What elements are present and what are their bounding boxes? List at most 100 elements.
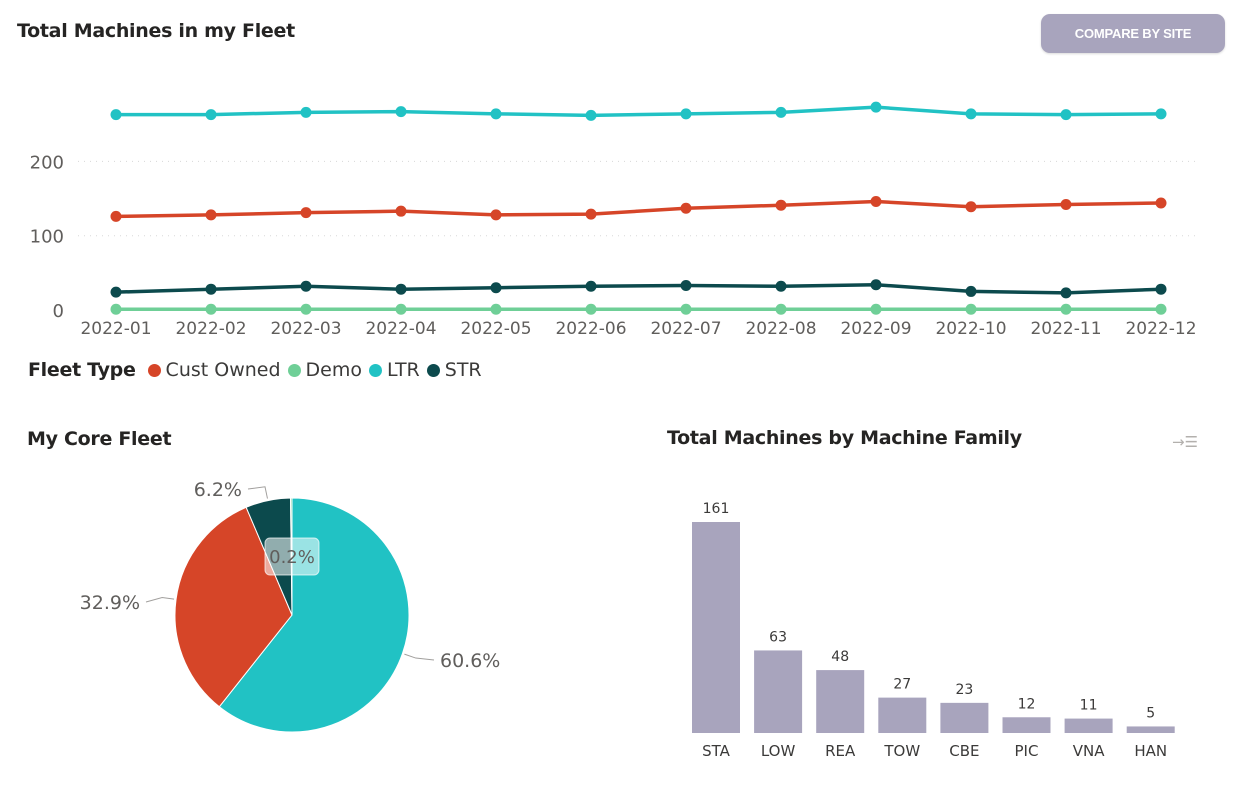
- bar-value-label: 5: [1146, 705, 1155, 721]
- data-point: [1155, 283, 1167, 295]
- bar: [940, 702, 989, 733]
- data-point: [775, 303, 787, 315]
- legend-dot-icon: [287, 363, 301, 377]
- series-str: [110, 279, 1167, 299]
- y-tick-label: 200: [30, 152, 64, 173]
- data-point: [110, 109, 122, 121]
- bar: [692, 522, 740, 733]
- legend-item[interactable]: STR: [426, 359, 482, 381]
- legend-item[interactable]: Cust Owned: [147, 359, 281, 381]
- legend-item[interactable]: LTR: [368, 359, 420, 381]
- pie-chart-title: My Core Fleet: [27, 428, 172, 450]
- bar: [878, 697, 927, 733]
- data-point: [205, 303, 217, 315]
- data-point: [1060, 109, 1072, 121]
- data-point: [965, 303, 977, 315]
- data-point: [490, 303, 502, 315]
- bar-value-label: 11: [1080, 698, 1098, 714]
- x-tick-label: 2022-01: [80, 319, 151, 339]
- data-point: [585, 109, 597, 121]
- bar-chart-title: Total Machines by Machine Family: [667, 427, 1022, 449]
- data-point: [110, 303, 122, 315]
- legend-label: STR: [444, 359, 482, 381]
- pie-data-label: 32.9%: [80, 592, 140, 614]
- bar: [1126, 726, 1175, 733]
- x-tick-label: 2022-11: [1030, 319, 1101, 339]
- legend-title: Fleet Type: [28, 359, 136, 381]
- category-label: PIC: [1015, 742, 1039, 760]
- fleet-line-chart: 0 100 200 2022-01 2022-02 2022-03 2022-04 2022-…: [30, 101, 1197, 339]
- data-point: [300, 106, 312, 118]
- y-tick-label: 0: [53, 301, 64, 322]
- bar: [1002, 717, 1051, 733]
- data-point: [490, 282, 502, 294]
- data-point: [490, 108, 502, 120]
- bar-value-label: 161: [703, 501, 730, 517]
- data-point: [395, 283, 407, 295]
- data-point: [300, 207, 312, 219]
- x-tick-label: 2022-02: [175, 319, 246, 339]
- category-label: STA: [702, 742, 731, 760]
- bar-value-label: 63: [769, 629, 787, 645]
- data-point: [110, 210, 122, 222]
- bar: [816, 670, 865, 733]
- data-point: [1155, 197, 1167, 209]
- data-point: [775, 106, 787, 118]
- data-point: [490, 209, 502, 221]
- category-label: HAN: [1134, 742, 1167, 760]
- data-point: [870, 101, 882, 113]
- x-tick-label: 2022-03: [270, 319, 341, 339]
- x-tick-label: 2022-06: [555, 319, 626, 339]
- series-line: [116, 105, 1162, 118]
- bar-value-label: 12: [1018, 696, 1036, 712]
- data-point: [680, 108, 692, 120]
- data-point: [110, 286, 122, 298]
- core-fleet-pie-chart: 60.6% 32.9% 6.2% 0.2%: [80, 479, 500, 733]
- legend-dot-icon: [368, 363, 382, 377]
- pie-slice-cust-owned: [174, 506, 293, 708]
- data-point: [395, 205, 407, 217]
- data-point: [775, 199, 787, 211]
- category-label: LOW: [761, 742, 796, 760]
- category-label: CBE: [949, 742, 979, 760]
- leader-line: [145, 597, 175, 603]
- data-point: [775, 280, 787, 292]
- tooltip-box: [264, 537, 320, 576]
- series-line: [115, 282, 1162, 295]
- bar-value-label: 48: [831, 649, 849, 665]
- compare-by-site-button[interactable]: COMPARE BY SITE: [1041, 14, 1225, 53]
- data-point: [965, 285, 977, 297]
- data-point: [965, 201, 977, 213]
- machine-family-bar-chart: 161 STA 63 LOW 48 REA 27 TOW 23 CBE 12 PIC 11 VNA 5 HAN: [692, 501, 1175, 760]
- data-point: [205, 283, 217, 295]
- series-line: [115, 199, 1162, 219]
- focus-mode-icon[interactable]: →☰: [1172, 433, 1199, 451]
- data-point: [395, 303, 407, 315]
- data-point: [965, 108, 977, 120]
- legend-label: LTR: [386, 359, 420, 381]
- y-tick-label: 100: [30, 227, 64, 248]
- x-tick-label: 2022-12: [1125, 319, 1196, 339]
- data-point: [1060, 287, 1072, 299]
- pie-data-label: 6.2%: [194, 479, 242, 501]
- pie-data-label: 0.2%: [269, 547, 315, 568]
- x-tick-label: 2022-07: [650, 319, 721, 339]
- pie-slice-ltr: [218, 497, 410, 733]
- x-tick-label: 2022-05: [460, 319, 531, 339]
- data-point: [585, 303, 597, 315]
- data-point: [585, 208, 597, 220]
- series-cust-owned: [110, 196, 1167, 222]
- leader-line: [247, 486, 268, 499]
- pie-data-label: 60.6%: [440, 650, 500, 672]
- data-point: [1060, 198, 1072, 210]
- bar: [1064, 718, 1113, 733]
- legend-dot-icon: [147, 363, 161, 377]
- data-point: [300, 303, 312, 315]
- data-point: [870, 196, 882, 208]
- legend-item[interactable]: Demo: [287, 359, 362, 381]
- x-tick-label: 2022-10: [935, 319, 1006, 339]
- data-point: [300, 280, 312, 292]
- data-point: [205, 109, 217, 121]
- series-demo: [110, 303, 1167, 315]
- category-label: VNA: [1073, 742, 1105, 760]
